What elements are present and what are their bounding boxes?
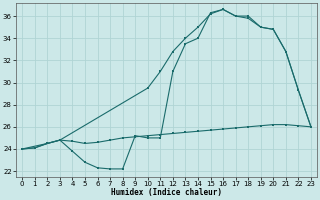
X-axis label: Humidex (Indice chaleur): Humidex (Indice chaleur) [111,188,222,197]
